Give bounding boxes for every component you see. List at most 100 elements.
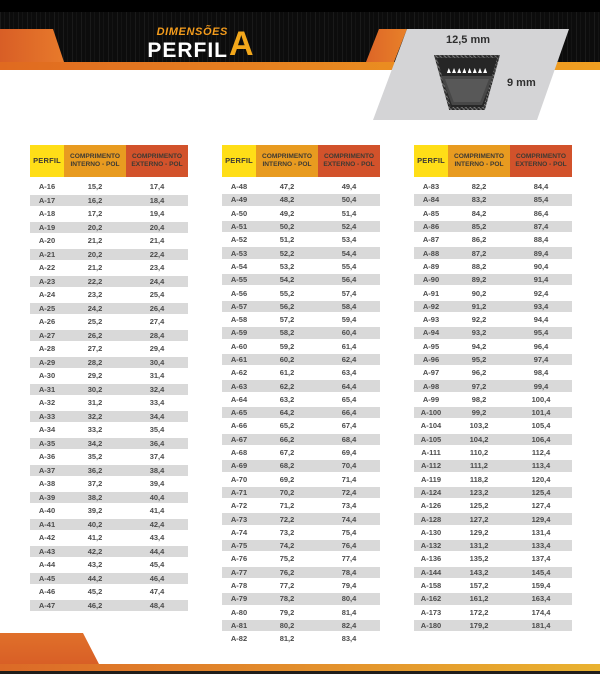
cell-externo: 23,4 — [126, 262, 188, 276]
cell-externo: 86,4 — [510, 208, 572, 221]
cell-externo: 59,4 — [318, 314, 380, 328]
cell-externo: 75,4 — [318, 527, 380, 541]
column-header-interno: COMPRIMENTO INTERNO - POL — [448, 145, 510, 177]
tooth-icon — [477, 68, 482, 73]
table-row: A-26 25,2 27,4 — [30, 316, 188, 330]
cell-perfil: A-41 — [30, 518, 64, 532]
cell-externo: 106,4 — [510, 433, 572, 447]
cell-externo: 53,4 — [318, 234, 380, 248]
table-row: A-94 93,2 95,4 — [414, 327, 572, 341]
cell-externo: 73,4 — [318, 500, 380, 514]
cell-interno: 26,2 — [64, 329, 126, 343]
table-row: A-57 56,2 58,4 — [222, 300, 380, 314]
cell-interno: 23,2 — [64, 289, 126, 303]
table-row: A-23 22,2 24,4 — [30, 275, 188, 289]
cell-externo: 67,4 — [318, 420, 380, 434]
cell-perfil: A-55 — [222, 274, 256, 288]
table-row: A-32 31,2 33,4 — [30, 397, 188, 411]
cell-interno: 96,2 — [448, 367, 510, 381]
cell-externo: 37,4 — [126, 451, 188, 465]
cell-perfil: A-136 — [414, 553, 448, 567]
cell-perfil: A-44 — [30, 559, 64, 573]
table-row: A-158 157,2 159,4 — [414, 580, 572, 594]
cell-perfil: A-59 — [222, 327, 256, 341]
cell-externo: 66,4 — [318, 407, 380, 421]
cell-perfil: A-53 — [222, 247, 256, 261]
cell-externo: 20,4 — [126, 221, 188, 235]
cell-interno: 44,2 — [64, 572, 126, 586]
cell-externo: 174,4 — [510, 607, 572, 620]
cell-interno: 51,2 — [256, 234, 318, 248]
table-row: A-173 172,2 174,4 — [414, 607, 572, 620]
cell-interno: 118,2 — [448, 474, 510, 487]
column-header-interno: COMPRIMENTO INTERNO - POL — [64, 145, 126, 177]
cell-externo: 127,4 — [510, 500, 572, 514]
tooth-icon — [472, 68, 477, 73]
cell-perfil: A-51 — [222, 220, 256, 235]
table-row: A-82 81,2 83,4 — [222, 633, 380, 647]
cell-perfil: A-69 — [222, 460, 256, 474]
cell-interno: 33,2 — [64, 424, 126, 438]
cell-interno: 82,2 — [448, 177, 510, 195]
cell-interno: 22,2 — [64, 275, 126, 289]
cell-externo: 131,4 — [510, 527, 572, 541]
cell-interno: 31,2 — [64, 397, 126, 411]
cell-interno: 76,2 — [256, 566, 318, 580]
cell-perfil: A-81 — [222, 619, 256, 634]
cell-perfil: A-67 — [222, 433, 256, 447]
table-row: A-70 69,2 71,4 — [222, 474, 380, 487]
cell-perfil: A-130 — [414, 527, 448, 541]
cell-externo: 94,4 — [510, 314, 572, 328]
cell-externo: 29,4 — [126, 343, 188, 357]
table-row: A-104 103,2 105,4 — [414, 420, 572, 434]
cell-interno: 123,2 — [448, 486, 510, 501]
cell-interno: 55,2 — [256, 287, 318, 301]
cell-perfil: A-37 — [30, 464, 64, 478]
cell-externo: 87,4 — [510, 220, 572, 235]
table-row: A-40 39,2 41,4 — [30, 505, 188, 519]
cell-perfil: A-70 — [222, 474, 256, 487]
cell-externo: 125,4 — [510, 486, 572, 501]
column-header-interno: COMPRIMENTO INTERNO - POL — [256, 145, 318, 177]
tooth-icon — [452, 68, 457, 73]
table-row: A-27 26,2 28,4 — [30, 329, 188, 343]
cell-externo: 42,4 — [126, 518, 188, 532]
cell-interno: 103,2 — [448, 420, 510, 434]
table-row: A-126 125,2 127,4 — [414, 500, 572, 514]
cell-externo: 58,4 — [318, 300, 380, 314]
column-header-perfil: PERFIL — [222, 145, 256, 177]
cell-externo: 71,4 — [318, 474, 380, 487]
cell-perfil: A-23 — [30, 275, 64, 289]
cell-interno: 161,2 — [448, 593, 510, 607]
cell-externo: 97,4 — [510, 353, 572, 368]
cell-perfil: A-68 — [222, 447, 256, 461]
tooth-icon — [457, 68, 462, 73]
footer-left-accent-shape — [0, 633, 100, 666]
cell-externo: 35,4 — [126, 424, 188, 438]
table-row: A-180 179,2 181,4 — [414, 619, 572, 634]
cell-perfil: A-80 — [222, 607, 256, 620]
dimensions-table-1: PERFIL COMPRIMENTO INTERNO - POL COMPRIM… — [30, 145, 188, 613]
cell-interno: 64,2 — [256, 407, 318, 421]
table-row: A-90 89,2 91,4 — [414, 274, 572, 288]
table-row: A-22 21,2 23,4 — [30, 262, 188, 276]
cell-interno: 59,2 — [256, 341, 318, 354]
table-row: A-76 75,2 77,4 — [222, 553, 380, 567]
cell-perfil: A-54 — [222, 261, 256, 275]
cell-perfil: A-40 — [30, 505, 64, 519]
cell-interno: 35,2 — [64, 451, 126, 465]
table-row: A-124 123,2 125,4 — [414, 486, 572, 501]
cell-perfil: A-112 — [414, 460, 448, 474]
cell-perfil: A-65 — [222, 407, 256, 421]
cell-perfil: A-27 — [30, 329, 64, 343]
cell-perfil: A-64 — [222, 394, 256, 408]
cell-externo: 32,4 — [126, 383, 188, 397]
cell-perfil: A-61 — [222, 353, 256, 368]
cell-externo: 49,4 — [318, 177, 380, 195]
table-row: A-81 80,2 82,4 — [222, 619, 380, 634]
cell-interno: 20,2 — [64, 221, 126, 235]
cell-externo: 83,4 — [318, 633, 380, 647]
table-row: A-91 90,2 92,4 — [414, 287, 572, 301]
cell-perfil: A-24 — [30, 289, 64, 303]
cell-externo: 48,4 — [126, 599, 188, 613]
